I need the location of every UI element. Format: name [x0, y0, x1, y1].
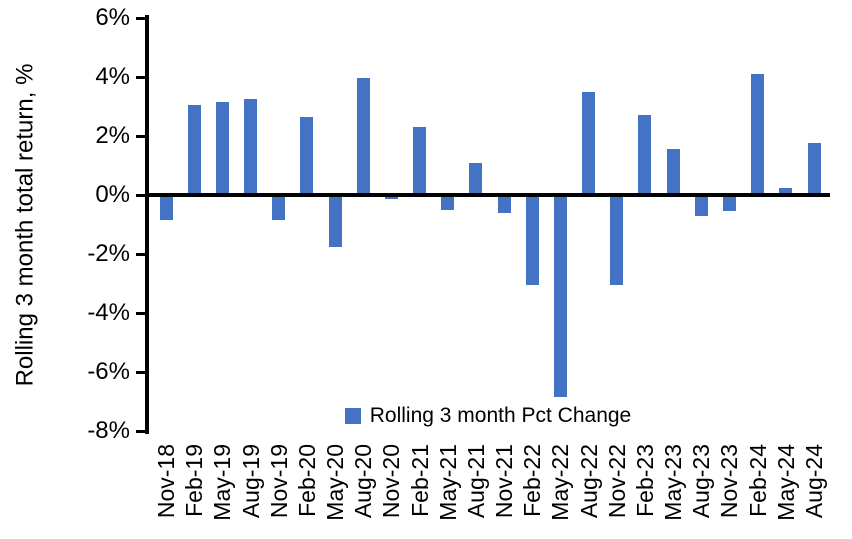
y-tick-mark: [136, 252, 145, 256]
bar: [356, 78, 370, 195]
bar: [244, 99, 258, 195]
legend: Rolling 3 month Pct Change: [148, 404, 828, 428]
y-tick-label: 0%: [95, 181, 130, 208]
y-tick-label: 2%: [95, 122, 130, 149]
bar: [328, 195, 342, 247]
x-tick-label: Feb-24: [744, 444, 771, 517]
bar: [525, 195, 539, 285]
y-tick-label: -6%: [87, 358, 130, 385]
y-axis-title: Rolling 3 month total return, %: [11, 63, 39, 386]
x-tick-label: May-22: [547, 444, 574, 521]
bar: [722, 195, 736, 212]
x-tick-label: Nov-23: [716, 444, 743, 519]
bar: [187, 105, 201, 195]
bar: [384, 195, 398, 200]
x-tick-label: May-21: [434, 444, 461, 521]
bar: [610, 195, 624, 285]
bar: [553, 195, 567, 398]
x-tick-label: Feb-23: [631, 444, 658, 517]
y-tick-label: -2%: [87, 240, 130, 267]
x-tick-label: Aug-19: [237, 444, 264, 519]
x-tick-label: May-24: [772, 444, 799, 521]
y-axis-line: [145, 15, 149, 434]
bar: [300, 116, 314, 195]
bar: [694, 195, 708, 216]
x-tick-label: Nov-20: [378, 444, 405, 519]
y-tick-label: 6%: [95, 4, 130, 31]
y-tick-mark: [136, 134, 145, 138]
bar: [582, 91, 596, 195]
bar: [159, 195, 173, 221]
y-tick-label: 4%: [95, 63, 130, 90]
x-tick-label: Aug-20: [350, 444, 377, 519]
bar: [215, 102, 229, 195]
x-tick-label: Nov-19: [265, 444, 292, 519]
x-tick-label: May-19: [209, 444, 236, 521]
y-tick-label: -4%: [87, 299, 130, 326]
x-tick-label: Nov-22: [603, 444, 630, 519]
zero-baseline: [145, 193, 830, 197]
bar: [807, 143, 821, 195]
y-tick-mark: [136, 75, 145, 79]
x-tick-label: Aug-21: [462, 444, 489, 519]
y-tick-mark: [136, 311, 145, 315]
bar: [469, 162, 483, 195]
bar: [751, 74, 765, 195]
x-tick-label: Aug-23: [688, 444, 715, 519]
x-tick-label: May-20: [322, 444, 349, 521]
y-tick-mark: [136, 370, 145, 374]
bar: [779, 187, 793, 195]
bar: [638, 115, 652, 195]
bar: [441, 195, 455, 210]
y-tick-label: -8%: [87, 417, 130, 444]
x-tick-label: Feb-20: [293, 444, 320, 517]
bar: [666, 149, 680, 195]
legend-label: Rolling 3 month Pct Change: [369, 404, 632, 427]
x-tick-label: Feb-22: [519, 444, 546, 517]
x-tick-label: Nov-18: [153, 444, 179, 519]
x-tick-label: Aug-22: [575, 444, 602, 519]
bar: [413, 127, 427, 195]
x-tick-label: Nov-21: [491, 444, 518, 519]
x-tick-label: Aug-24: [801, 444, 827, 519]
bar: [272, 195, 286, 221]
y-tick-mark: [136, 429, 145, 433]
y-tick-mark: [136, 16, 145, 20]
x-tick-label: May-23: [660, 444, 687, 521]
bar: [497, 195, 511, 213]
legend-marker-icon: [344, 408, 361, 424]
y-tick-mark: [136, 193, 145, 197]
x-tick-label: Feb-21: [406, 444, 433, 517]
x-tick-label: Feb-19: [181, 444, 208, 517]
